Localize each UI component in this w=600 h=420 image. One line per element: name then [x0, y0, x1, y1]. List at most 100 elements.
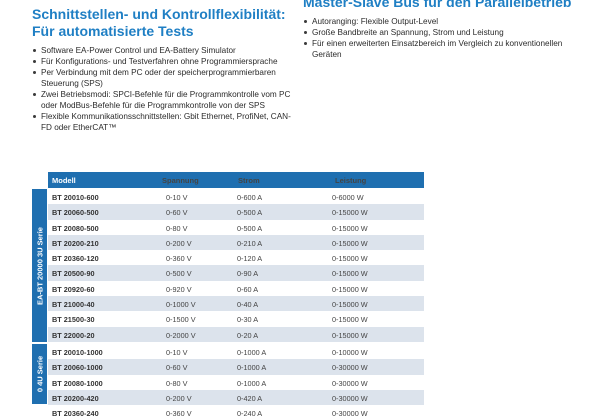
table-row: BT 20080-1000 0-80 V 0-1000 A 0-30000 W: [48, 375, 424, 390]
power-cell: 0-15000 W: [332, 269, 368, 279]
power-cell: 0-15000 W: [332, 208, 368, 218]
voltage-cell: 0-920 V: [166, 284, 192, 294]
current-cell: 0-600 A: [237, 193, 263, 202]
current-cell: 0-40 A: [237, 300, 259, 310]
power-cell: 0-15000 W: [332, 300, 368, 310]
bullet-item: Per Verbindung mit dem PC oder der speic…: [32, 67, 300, 89]
header-current: Strom: [238, 176, 260, 185]
current-cell: 0-1000 A: [237, 378, 267, 388]
model-cell: BT 21000-40: [52, 300, 95, 310]
current-cell: 0-120 A: [237, 254, 263, 264]
master-slave-heading: Master-Slave Bus für den Parallelbetrieb: [303, 0, 572, 10]
model-cell: BT 20200-420: [52, 393, 99, 403]
model-cell: BT 20500-90: [52, 269, 95, 279]
model-cell: BT 21500-30: [52, 315, 95, 325]
current-cell: 0-1000 A: [237, 347, 267, 357]
model-cell: BT 20010-600: [52, 193, 99, 202]
model-cell: BT 20060-1000: [52, 363, 103, 373]
voltage-cell: 0-60 V: [166, 363, 188, 373]
power-cell: 0-30000 W: [332, 378, 368, 388]
interfaces-title-line2: Für automatisierte Tests: [32, 23, 194, 39]
power-cell: 0-15000 W: [332, 223, 368, 233]
bullet-item: Für Konfigurations- und Testverfahren oh…: [32, 56, 300, 67]
voltage-cell: 0-1500 V: [166, 315, 196, 325]
header-power: Leistung: [335, 176, 367, 185]
power-cell: 0-15000 W: [332, 315, 368, 325]
current-cell: 0-20 A: [237, 330, 259, 340]
power-cell: 0-30000 W: [332, 409, 368, 419]
table-header-row: Modell Spannung Strom Leistung: [48, 172, 424, 188]
model-cell: BT 22000-20: [52, 330, 95, 340]
model-cell: BT 20360-240: [52, 409, 99, 419]
interfaces-bullet-list: Software EA-Power Control und EA-Battery…: [32, 45, 300, 133]
model-cell: BT 20060-500: [52, 208, 99, 218]
current-cell: 0-210 A: [237, 238, 263, 248]
model-cell: BT 20080-500: [52, 223, 99, 233]
current-cell: 0-1000 A: [237, 363, 267, 373]
power-cell: 0-15000 W: [332, 238, 368, 248]
table-body: BT 20010-600 0-10 V 0-600 A 0-6000 W BT 2006…: [48, 189, 424, 420]
current-cell: 0-500 A: [237, 223, 263, 233]
header-model: Modell: [52, 176, 76, 185]
voltage-cell: 0-80 V: [166, 223, 188, 233]
power-cell: 0-15000 W: [332, 254, 368, 264]
current-cell: 0-60 A: [237, 284, 259, 294]
interfaces-section: Schnittstellen- und Kontrollflexibilität…: [32, 6, 300, 133]
power-cell: 0-30000 W: [332, 363, 368, 373]
voltage-cell: 0-10 V: [166, 193, 188, 202]
table-row: BT 20080-500 0-80 V 0-500 A 0-15000 W: [48, 220, 424, 235]
voltage-cell: 0-360 V: [166, 254, 192, 264]
power-cell: 0-6000 W: [332, 193, 364, 202]
table-row: BT 20010-1000 0-10 V 0-1000 A 0-10000 W: [48, 344, 424, 359]
interfaces-title-line1: Schnittstellen- und Kontrollflexibilität…: [32, 6, 286, 22]
voltage-cell: 0-200 V: [166, 238, 192, 248]
current-cell: 0-240 A: [237, 409, 263, 419]
voltage-cell: 0-360 V: [166, 409, 192, 419]
series-label-4u-text: 0 4U Serie: [35, 355, 44, 393]
interfaces-heading: Schnittstellen- und Kontrollflexibilität…: [32, 6, 300, 40]
voltage-cell: 0-500 V: [166, 269, 192, 279]
header-voltage: Spannung: [162, 176, 199, 185]
table-row: BT 20500-90 0-500 V 0-90 A 0-15000 W: [48, 265, 424, 281]
table-row: BT 20360-240 0-360 V 0-240 A 0-30000 W: [48, 405, 424, 420]
voltage-cell: 0-10 V: [166, 347, 188, 357]
power-cell: 0-10000 W: [332, 347, 368, 357]
series-label-3u: EA-BT 20000 3U Serie: [32, 189, 47, 342]
voltage-cell: 0-60 V: [166, 208, 188, 218]
table-row: BT 20920-60 0-920 V 0-60 A 0-15000 W: [48, 281, 424, 296]
table-row: BT 21000-40 0-1000 V 0-40 A 0-15000 W: [48, 296, 424, 312]
power-cell: 0-30000 W: [332, 393, 368, 403]
current-cell: 0-90 A: [237, 269, 259, 279]
model-cell: BT 20080-1000: [52, 378, 103, 388]
table-row: BT 22000-20 0-2000 V 0-20 A 0-15000 W: [48, 326, 424, 342]
master-slave-section: Master-Slave Bus für den Parallelbetrieb…: [303, 0, 593, 60]
model-cell: BT 20200-210: [52, 238, 99, 248]
series-label-4u: 0 4U Serie: [32, 344, 47, 404]
voltage-cell: 0-2000 V: [166, 330, 196, 340]
power-cell: 0-15000 W: [332, 330, 368, 340]
table-row: BT 20010-600 0-10 V 0-600 A 0-6000 W: [48, 189, 424, 204]
table-row: BT 20360-120 0-360 V 0-120 A 0-15000 W: [48, 250, 424, 265]
table-row: BT 20200-420 0-200 V 0-420 A 0-30000 W: [48, 389, 424, 406]
model-cell: BT 20920-60: [52, 284, 95, 294]
current-cell: 0-30 A: [237, 315, 259, 325]
current-cell: 0-420 A: [237, 393, 263, 403]
table-row: BT 20200-210 0-200 V 0-210 A 0-15000 W: [48, 234, 424, 251]
bullet-item: Autoranging: Flexible Output-Level: [303, 16, 593, 27]
voltage-cell: 0-200 V: [166, 393, 192, 403]
bullet-item: Große Bandbreite an Spannung, Strom und …: [303, 27, 593, 38]
current-cell: 0-500 A: [237, 208, 263, 218]
voltage-cell: 0-80 V: [166, 378, 188, 388]
power-cell: 0-15000 W: [332, 284, 368, 294]
voltage-cell: 0-1000 V: [166, 300, 196, 310]
model-cell: BT 20360-120: [52, 254, 99, 264]
bullet-item: Für einen erweiterten Einsatzbereich im …: [303, 38, 593, 60]
series-label-3u-text: EA-BT 20000 3U Serie: [35, 226, 44, 305]
bullet-item: Flexible Kommunikationsschnittstellen: G…: [32, 111, 300, 133]
model-cell: BT 20010-1000: [52, 347, 103, 357]
table-row: BT 20060-500 0-60 V 0-500 A 0-15000 W: [48, 204, 424, 220]
bullet-item: Software EA-Power Control und EA-Battery…: [32, 45, 300, 56]
table-row: BT 20060-1000 0-60 V 0-1000 A 0-30000 W: [48, 359, 424, 375]
bullet-item: Zwei Betriebsmodi: SPCI-Befehle für die …: [32, 89, 300, 111]
table-row: BT 21500-30 0-1500 V 0-30 A 0-15000 W: [48, 311, 424, 326]
